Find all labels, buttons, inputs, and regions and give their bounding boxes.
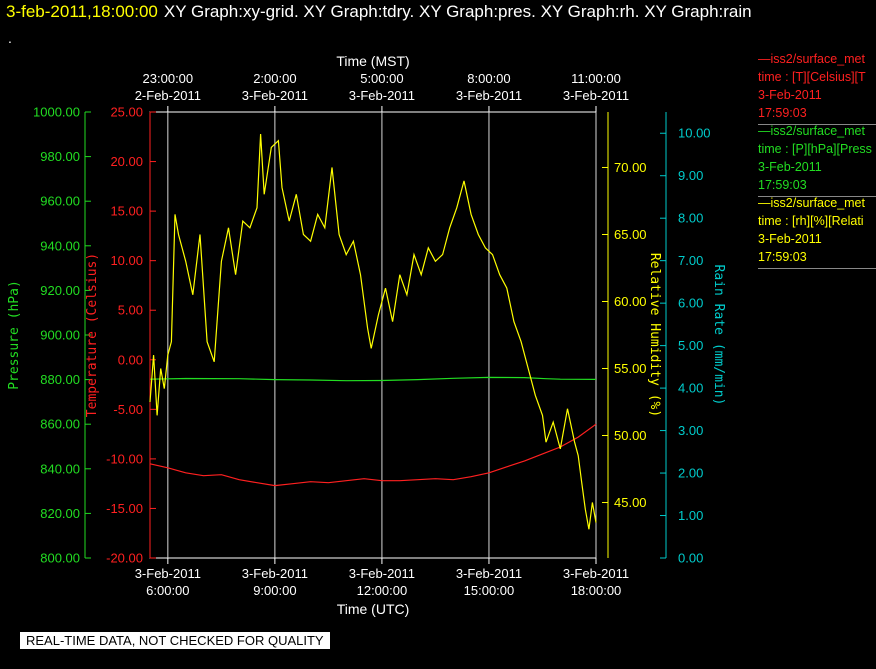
- pressure-tick-label: 920.00: [40, 283, 80, 298]
- legend-time: 17:59:03: [758, 106, 807, 120]
- legend-fields: time : [T][Celsius][T: [758, 70, 866, 84]
- rh-tick-label: 45.00: [614, 495, 647, 510]
- x-tick-label-time: 18:00:00: [571, 583, 622, 598]
- x-top-tick-label-date: 3-Feb-2011: [563, 88, 629, 103]
- pressure-tick-label: 820.00: [40, 506, 80, 521]
- rain-tick-label: 4.00: [678, 381, 703, 396]
- x-top-tick-label-time: 11:00:00: [571, 71, 621, 86]
- rain-tick-label: 3.00: [678, 423, 703, 438]
- pressure-tick-label: 980.00: [40, 149, 80, 164]
- legend-fields: time : [rh][%][Relati: [758, 214, 864, 228]
- pressure-tick-label: 840.00: [40, 461, 80, 476]
- pressure-tick-label: 960.00: [40, 194, 80, 209]
- legend-time: 17:59:03: [758, 178, 807, 192]
- temperature-tick-label: 20.00: [110, 154, 143, 169]
- x-tick-label-date: 3-Feb-2011: [349, 566, 415, 581]
- temperature-tick-label: 10.00: [110, 253, 143, 268]
- rain-tick-label: 10.00: [678, 126, 711, 141]
- pressure-axis-label: Pressure (hPa): [7, 280, 22, 390]
- rain-tick-label: 6.00: [678, 296, 703, 311]
- rh-series-line: [149, 133, 597, 530]
- rain-tick-label: 9.00: [678, 168, 703, 183]
- temperature-tick-label: 0.00: [118, 352, 143, 367]
- legend-temperature: —iss2/surface_met time : [T][Celsius][T …: [758, 50, 876, 125]
- temperature-tick-label: -20.00: [106, 551, 143, 566]
- rh-tick-label: 50.00: [614, 428, 647, 443]
- legend-divider: [758, 268, 876, 269]
- x-tick-label-date: 3-Feb-2011: [242, 566, 308, 581]
- x-tick-label-date: 3-Feb-2011: [135, 566, 201, 581]
- x-top-tick-label-time: 8:00:00: [467, 71, 510, 86]
- x-top-tick-label-date: 2-Feb-2011: [135, 88, 201, 103]
- legend-pressure: —iss2/surface_met time : [P][hPa][Press …: [758, 122, 876, 197]
- pressure-tick-label: 860.00: [40, 417, 80, 432]
- x-top-tick-label-time: 5:00:00: [360, 71, 403, 86]
- rh-tick-label: 65.00: [614, 227, 647, 242]
- legend-date: 3-Feb-2011: [758, 88, 822, 102]
- x-axis-label-top: Time (MST): [336, 53, 409, 69]
- legend-divider: [758, 196, 876, 197]
- pressure-tick-label: 800.00: [40, 551, 80, 566]
- rh-tick-label: 55.00: [614, 361, 647, 376]
- header-title-bar: 3-feb-2011,18:00:00 XY Graph:xy-grid. XY …: [6, 2, 752, 22]
- header-datetime: 3-feb-2011,18:00:00: [6, 2, 158, 21]
- pressure-tick-label: 880.00: [40, 372, 80, 387]
- temperature-axis-label: Temperature (Celsius): [85, 253, 100, 417]
- temperature-tick-label: -5.00: [113, 402, 143, 417]
- plot-frame: [149, 111, 597, 559]
- legend-date: 3-Feb-2011: [758, 232, 822, 246]
- temperature-tick-label: -15.00: [106, 501, 143, 516]
- legend-humidity: —iss2/surface_met time : [rh][%][Relati …: [758, 194, 876, 269]
- rain-tick-label: 7.00: [678, 253, 703, 268]
- x-tick-label-date: 3-Feb-2011: [563, 566, 629, 581]
- pressure-tick-label: 900.00: [40, 328, 80, 343]
- header-graph-list: XY Graph:xy-grid. XY Graph:tdry. XY Grap…: [163, 2, 752, 21]
- legend-date: 3-Feb-2011: [758, 160, 822, 174]
- rain-tick-label: 1.00: [678, 508, 703, 523]
- temperature-series-line: [149, 423, 597, 487]
- temperature-tick-label: 25.00: [110, 105, 143, 120]
- rain-tick-label: 2.00: [678, 466, 703, 481]
- x-tick-label-time: 6:00:00: [146, 583, 189, 598]
- rain-tick-label: 5.00: [678, 338, 703, 353]
- rain-axis-label: Rain Rate (mm/min): [711, 265, 726, 406]
- legend-series-name: —iss2/surface_met: [758, 124, 865, 138]
- x-tick-label-time: 15:00:00: [464, 583, 515, 598]
- header-dot: .: [8, 30, 12, 46]
- rain-tick-label: 8.00: [678, 211, 703, 226]
- x-top-tick-label-time: 2:00:00: [253, 71, 296, 86]
- x-axis-label: Time (UTC): [337, 601, 410, 617]
- temperature-tick-label: 15.00: [110, 204, 143, 219]
- temperature-tick-label: 5.00: [118, 303, 143, 318]
- pressure-tick-label: 1000.00: [33, 105, 80, 120]
- temperature-tick-label: -10.00: [106, 451, 143, 466]
- x-top-tick-label-time: 23:00:00: [143, 71, 194, 86]
- rh-tick-label: 60.00: [614, 294, 647, 309]
- pressure-tick-label: 940.00: [40, 238, 80, 253]
- rh-tick-label: 70.00: [614, 160, 647, 175]
- x-tick-label-time: 12:00:00: [357, 583, 408, 598]
- x-tick-label-date: 3-Feb-2011: [456, 566, 522, 581]
- x-top-tick-label-date: 3-Feb-2011: [349, 88, 415, 103]
- pressure-series-line: [149, 376, 597, 382]
- x-top-tick-label-date: 3-Feb-2011: [242, 88, 308, 103]
- x-top-tick-label-date: 3-Feb-2011: [456, 88, 522, 103]
- rh-axis-label: Relative Humidity (%): [647, 253, 662, 417]
- legend-series-name: —iss2/surface_met: [758, 52, 865, 66]
- legend-time: 17:59:03: [758, 250, 807, 264]
- quality-notice: REAL-TIME DATA, NOT CHECKED FOR QUALITY: [20, 632, 330, 649]
- x-tick-label-time: 9:00:00: [253, 583, 296, 598]
- legend-divider: [758, 124, 876, 125]
- legend-fields: time : [P][hPa][Press: [758, 142, 872, 156]
- legend-series-name: —iss2/surface_met: [758, 196, 865, 210]
- rain-tick-label: 0.00: [678, 551, 703, 566]
